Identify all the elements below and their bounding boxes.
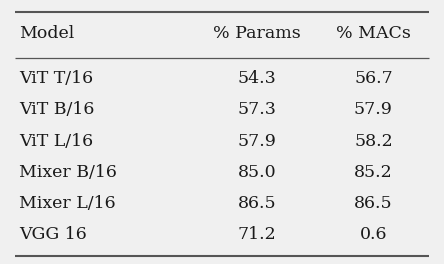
Text: % MACs: % MACs: [336, 25, 411, 42]
Text: Mixer L/16: Mixer L/16: [19, 195, 116, 212]
Text: 58.2: 58.2: [354, 133, 393, 150]
Text: 57.9: 57.9: [354, 101, 393, 118]
Text: 85.0: 85.0: [238, 164, 277, 181]
Text: Mixer B/16: Mixer B/16: [19, 164, 117, 181]
Text: % Params: % Params: [214, 25, 301, 42]
Text: 0.6: 0.6: [360, 227, 387, 243]
Text: 86.5: 86.5: [354, 195, 392, 212]
Text: 56.7: 56.7: [354, 70, 393, 87]
Text: VGG 16: VGG 16: [19, 227, 87, 243]
Text: ViT L/16: ViT L/16: [19, 133, 93, 150]
Text: 57.9: 57.9: [238, 133, 277, 150]
Text: 57.3: 57.3: [238, 101, 277, 118]
Text: 86.5: 86.5: [238, 195, 277, 212]
Text: ViT T/16: ViT T/16: [19, 70, 93, 87]
Text: ViT B/16: ViT B/16: [19, 101, 95, 118]
Text: 54.3: 54.3: [238, 70, 277, 87]
Text: Model: Model: [19, 25, 74, 42]
Text: 85.2: 85.2: [354, 164, 393, 181]
Text: 71.2: 71.2: [238, 227, 277, 243]
